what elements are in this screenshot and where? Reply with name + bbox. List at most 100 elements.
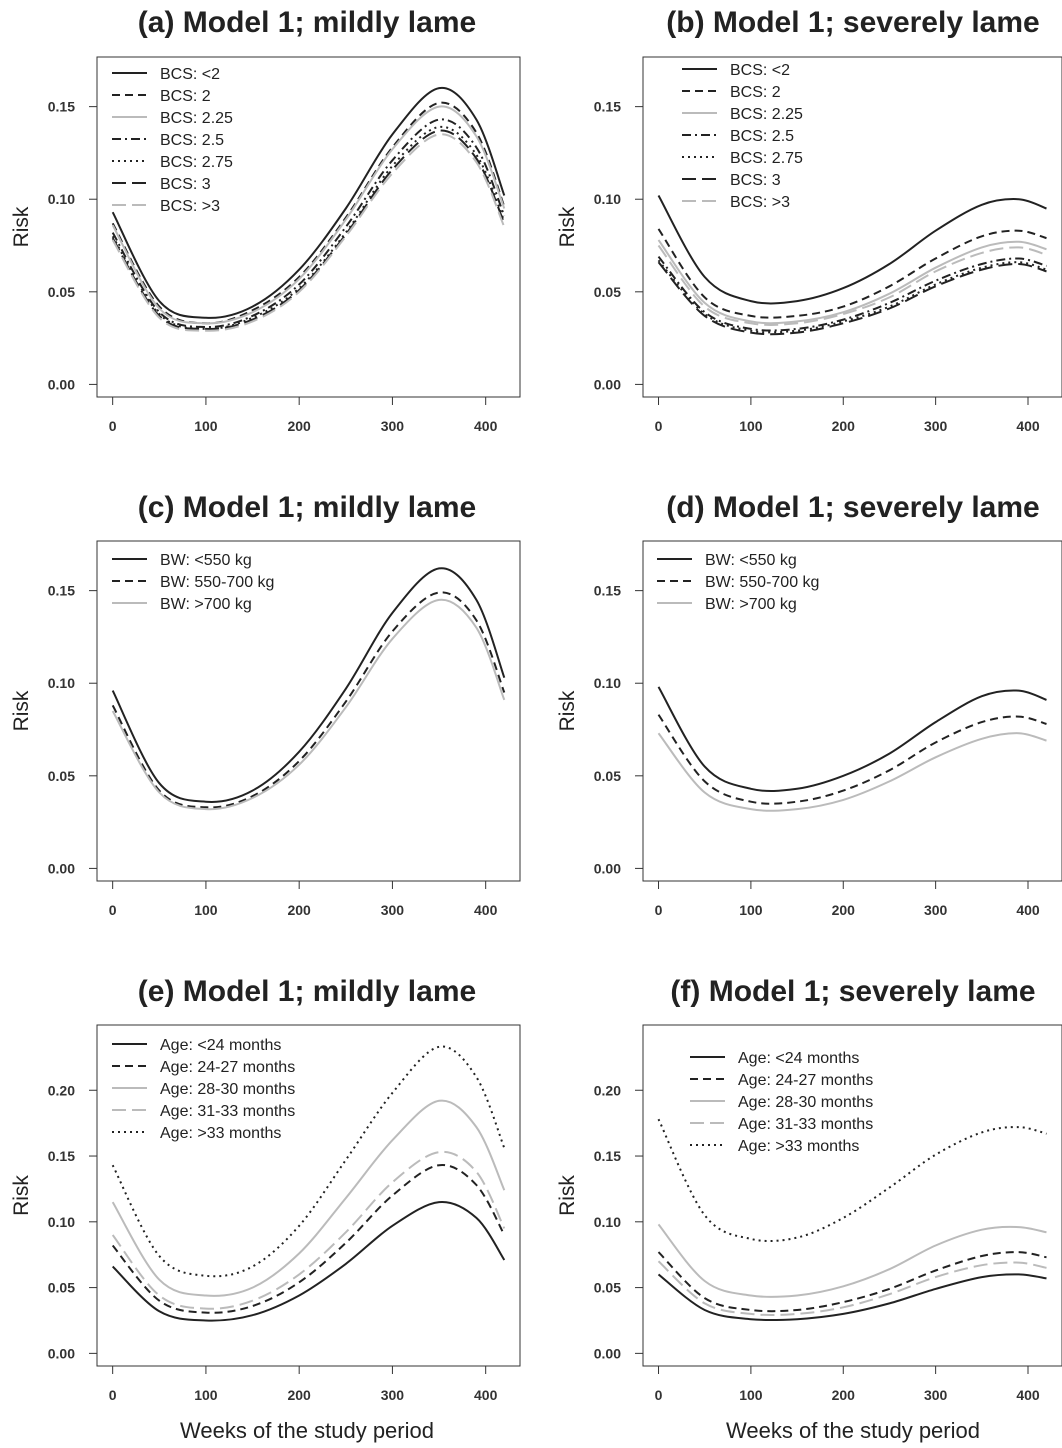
legend-entry: Age: 24-27 months [738, 1072, 873, 1089]
legend-entry: BCS: 2.25 [730, 106, 803, 123]
series-line-4 [113, 119, 505, 327]
legend-entry: Age: >33 months [160, 1125, 281, 1142]
y-axis-label: Risk [556, 206, 579, 247]
plot-frame [97, 1025, 520, 1366]
x-tick-label: 400 [474, 418, 498, 434]
x-tick-label: 0 [655, 1387, 663, 1403]
chart-panel-3: (c) Model 1; mildly lame 0.00 0.05 0.10 0.15… [10, 491, 520, 918]
legend-entry: BCS: 2.25 [160, 110, 233, 127]
legend-entry: Age: <24 months [160, 1037, 281, 1054]
y-tick-label: 0.05 [594, 768, 621, 784]
x-tick-label: 400 [1016, 902, 1040, 918]
y-tick-label: 0.15 [594, 583, 621, 599]
x-axis-label: Weeks of the study period [180, 1418, 434, 1443]
y-tick-label: 0.10 [48, 1214, 75, 1230]
y-tick-label: 0.05 [48, 768, 75, 784]
plot-frame [643, 541, 1062, 881]
legend-entry: BW: 550-700 kg [160, 574, 274, 591]
legend: BCS: <2 BCS: 2 BCS: 2.25 BCS: 2.5 BCS: 2.75 B… [682, 62, 803, 211]
legend-entry: BW: <550 kg [705, 552, 797, 569]
y-tick-label: 0.10 [594, 191, 621, 207]
y-tick-label: 0.00 [48, 860, 75, 876]
x-tick-label: 300 [381, 902, 405, 918]
x-tick-label: 200 [832, 418, 856, 434]
x-tick-label: 200 [832, 1387, 856, 1403]
series-line-3 [113, 600, 505, 810]
plot-frame [97, 541, 520, 881]
chart-panel-2: (b) Model 1; severely lame 0.00 0.05 0.10 0.… [556, 6, 1062, 434]
legend-entry: Age: >33 months [738, 1138, 859, 1155]
chart-panel-5: (e) Model 1; mildly lame 0.00 0.05 0.10 0.15… [10, 975, 520, 1443]
legend-entry: BCS: 2 [160, 88, 211, 105]
chart-title: (a) Model 1; mildly lame [138, 6, 476, 39]
x-tick-label: 300 [381, 1387, 405, 1403]
x-tick-label: 200 [287, 1387, 311, 1403]
legend-entry: Age: <24 months [738, 1050, 859, 1067]
y-tick-label: 0.05 [48, 284, 75, 300]
y-tick-label: 0.00 [48, 1345, 75, 1361]
y-tick-label: 0.00 [48, 376, 75, 392]
legend-entry: BCS: 2.5 [730, 128, 794, 145]
x-tick-label: 100 [739, 902, 763, 918]
x-tick-label: 200 [287, 418, 311, 434]
x-tick-label: 200 [287, 902, 311, 918]
series-line-2 [659, 715, 1047, 804]
y-axis-label: Risk [10, 690, 33, 731]
x-tick-label: 400 [474, 1387, 498, 1403]
y-tick-label: 0.20 [48, 1082, 75, 1098]
y-tick-label: 0.00 [594, 376, 621, 392]
x-tick-label: 300 [924, 1387, 948, 1403]
y-tick-label: 0.00 [594, 860, 621, 876]
x-tick-label: 100 [194, 418, 218, 434]
legend-entry: BCS: >3 [160, 198, 220, 215]
legend-entry: Age: 31-33 months [738, 1116, 873, 1133]
x-axis-label: Weeks of the study period [726, 1418, 980, 1443]
chart-title: (b) Model 1; severely lame [666, 6, 1039, 39]
y-tick-label: 0.15 [48, 99, 75, 115]
x-tick-label: 0 [109, 1387, 117, 1403]
legend-entry: BCS: 2.75 [730, 150, 803, 167]
legend-entry: BCS: 2 [730, 84, 781, 101]
y-tick-label: 0.05 [594, 284, 621, 300]
chart-panel-6: (f) Model 1; severely lame0.000.050.100.… [556, 975, 1062, 1443]
y-axis-label: Risk [10, 206, 33, 247]
y-tick-label: 0.10 [594, 1214, 621, 1230]
legend-entry: BW: >700 kg [160, 596, 252, 613]
x-tick-label: 300 [381, 418, 405, 434]
chart-title: (f) Model 1; severely lame [670, 975, 1035, 1008]
chart-title: (e) Model 1; mildly lame [138, 975, 476, 1008]
plot-frame [643, 57, 1062, 397]
x-tick-label: 200 [832, 902, 856, 918]
y-tick-label: 0.20 [594, 1082, 621, 1098]
series-line-6 [659, 262, 1047, 334]
y-tick-label: 0.05 [48, 1280, 75, 1296]
y-tick-label: 0.15 [48, 1148, 75, 1164]
legend-entry: BCS: <2 [160, 66, 220, 83]
y-tick-label: 0.10 [48, 675, 75, 691]
chart-panel-1: (a) Model 1; mildly lame 0.00 0.05 0.10 0.15… [10, 6, 520, 434]
y-axis-label: Risk [556, 1175, 579, 1216]
y-tick-label: 0.05 [594, 1280, 621, 1296]
y-tick-label: 0.10 [48, 191, 75, 207]
x-tick-label: 400 [1016, 418, 1040, 434]
legend: Age: <24 monthsAge: 24-27 monthsAge: 28-… [112, 1037, 295, 1142]
series-line-1 [659, 687, 1047, 791]
legend-entry: BCS: 2.75 [160, 154, 233, 171]
x-tick-label: 0 [109, 418, 117, 434]
chart-panel-4: (d) Model 1; severely lame 0.00 0.05 0.10 0.… [556, 491, 1062, 918]
legend-entry: BCS: 3 [160, 176, 211, 193]
legend-entry: Age: 31-33 months [160, 1103, 295, 1120]
x-tick-label: 100 [194, 1387, 218, 1403]
x-tick-label: 0 [655, 418, 663, 434]
legend: BW: <550 kg BW: 550-700 kg BW: >700 kg [657, 552, 819, 613]
series-line-2 [113, 592, 505, 807]
series-line-2 [659, 1252, 1047, 1311]
series-line-3 [659, 1224, 1047, 1297]
x-tick-label: 100 [194, 902, 218, 918]
x-tick-label: 400 [474, 902, 498, 918]
y-tick-label: 0.15 [594, 99, 621, 115]
y-axis-label: Risk [10, 1175, 33, 1216]
y-tick-label: 0.15 [594, 1148, 621, 1164]
legend-entry: BCS: 2.5 [160, 132, 224, 149]
